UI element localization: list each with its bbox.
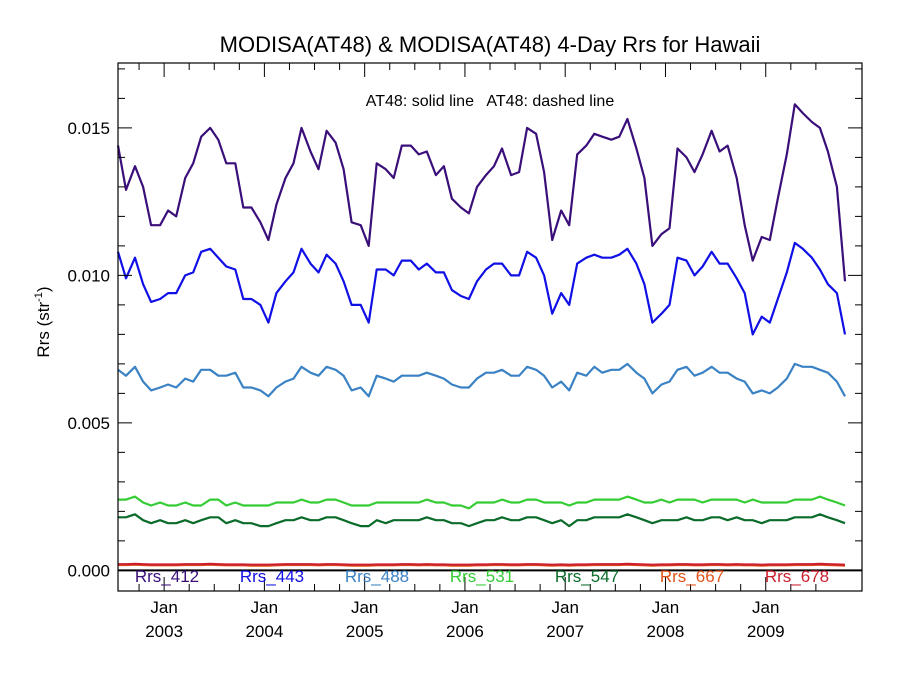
x-tick-year: 2009: [747, 622, 785, 641]
x-tick-month: Jan: [652, 598, 679, 617]
y-axis-label: Rrs (str-1): [33, 286, 53, 357]
legend-label-rrs-678: Rrs_678: [765, 567, 829, 586]
legend-label-rrs-547: Rrs_547: [555, 567, 619, 586]
series-line-rrs-678: [118, 562, 846, 566]
x-tick-month: Jan: [251, 598, 278, 617]
series-line-rrs-531: [118, 495, 846, 510]
legend-label-rrs-412: Rrs_412: [135, 567, 199, 586]
x-tick-month: Jan: [551, 598, 578, 617]
y-tick-label: 0.015: [67, 119, 110, 138]
line-style-note: AT48: solid line AT48: dashed line: [366, 93, 615, 110]
y-axis-label-main: Rrs (str: [34, 302, 53, 358]
plot-area: [116, 103, 862, 572]
x-tick-year: 2003: [145, 622, 183, 641]
x-tick-month: Jan: [150, 598, 177, 617]
y-axis-label-close: ): [34, 286, 53, 292]
series-line-rrs-412: [116, 103, 847, 282]
x-tick-month: Jan: [752, 598, 779, 617]
legend-label-rrs-667: Rrs_667: [660, 567, 724, 586]
legend-label-rrs-531: Rrs_531: [450, 567, 514, 586]
y-tick-label: 0.010: [67, 266, 110, 285]
axes: 0.000 0.005 0.010 0.015 Jan 2003 Jan 2004 Jan 200…: [67, 62, 863, 641]
legend-label-rrs-488: Rrs_488: [345, 567, 409, 586]
y-axis-label-sup: -1: [33, 292, 45, 302]
chart-title: MODISA(AT48) & MODISA(AT48) 4-Day Rrs fo…: [220, 32, 761, 57]
y-tick-label: 0.005: [67, 414, 110, 433]
x-tick-month: Jan: [451, 598, 478, 617]
x-tick-year: 2006: [446, 622, 484, 641]
x-tick-month: Jan: [351, 598, 378, 617]
legend-label-rrs-443: Rrs_443: [240, 567, 304, 586]
x-tick-year: 2005: [346, 622, 384, 641]
x-tick-year: 2007: [546, 622, 584, 641]
legend: Rrs_412 Rrs_443 Rrs_488 Rrs_531 Rrs_547 Rrs_6…: [135, 567, 829, 586]
series-line-rrs-547: [118, 513, 846, 528]
x-tick-year: 2008: [647, 622, 685, 641]
x-tick-year: 2004: [245, 622, 283, 641]
series-line-rrs-488: [117, 362, 846, 398]
series-line-rrs-443: [116, 241, 847, 336]
y-tick-label: 0.000: [67, 561, 110, 580]
